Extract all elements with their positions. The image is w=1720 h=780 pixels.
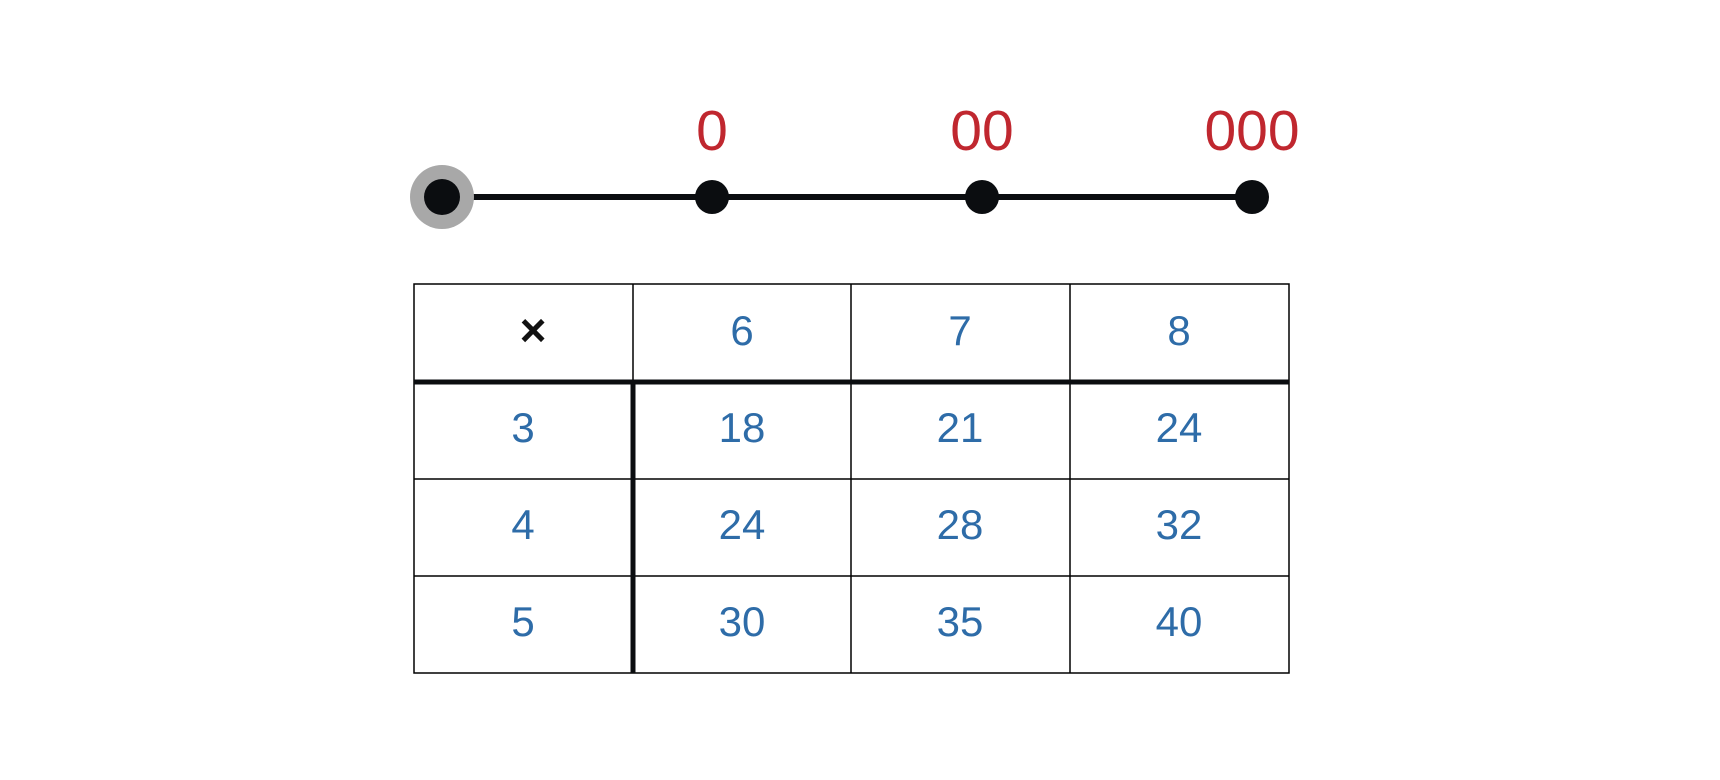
svg-text:18: 18 (719, 404, 766, 451)
svg-text:21: 21 (937, 404, 984, 451)
svg-text:4: 4 (511, 501, 534, 548)
svg-text:8: 8 (1167, 307, 1190, 354)
svg-text:5: 5 (511, 598, 534, 645)
svg-text:30: 30 (719, 598, 766, 645)
svg-text:0: 0 (696, 99, 728, 163)
svg-text:7: 7 (948, 307, 971, 354)
svg-text:28: 28 (937, 501, 984, 548)
svg-text:32: 32 (1156, 501, 1203, 548)
svg-text:3: 3 (511, 404, 534, 451)
svg-text:24: 24 (719, 501, 766, 548)
svg-text:35: 35 (937, 598, 984, 645)
svg-text:×: × (520, 304, 547, 356)
svg-text:6: 6 (730, 307, 753, 354)
svg-text:24: 24 (1156, 404, 1203, 451)
svg-text:000: 000 (1204, 99, 1299, 163)
svg-text:40: 40 (1156, 598, 1203, 645)
svg-text:00: 00 (950, 99, 1013, 163)
